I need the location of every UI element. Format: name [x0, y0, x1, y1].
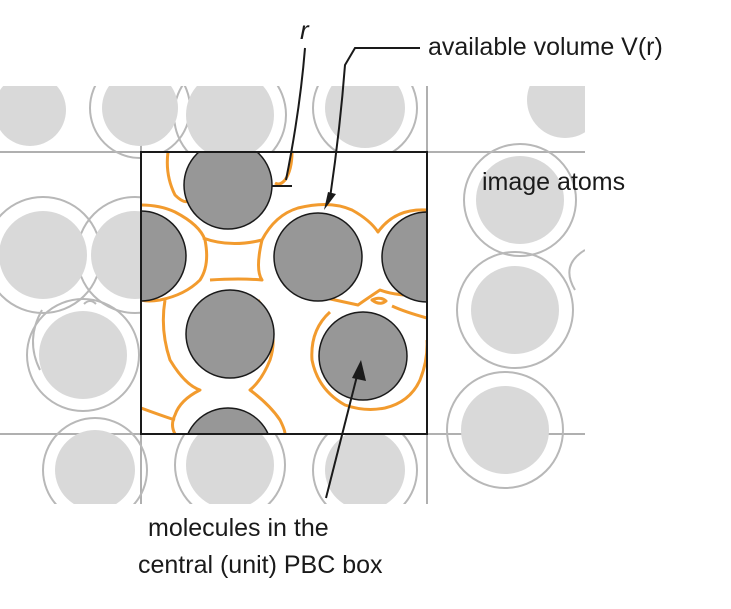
available-volume-label: available volume V(r)	[428, 33, 663, 61]
image-atom	[0, 211, 87, 299]
volume-leader	[329, 47, 420, 199]
central-atom	[187, 407, 269, 434]
image-atom	[461, 386, 549, 474]
central-atom	[381, 211, 427, 303]
image-atom	[39, 311, 127, 399]
r-leader	[285, 47, 306, 181]
image-atom	[55, 430, 135, 504]
central-atom	[183, 152, 273, 230]
image-atom	[325, 430, 405, 504]
image-atom	[476, 156, 564, 244]
annotation-lines	[272, 47, 420, 499]
image-atom	[186, 86, 274, 159]
unit-cell-border	[140, 151, 428, 435]
image-atom	[0, 86, 66, 146]
central-box	[141, 152, 427, 434]
image-atoms-label: image atoms	[482, 168, 626, 196]
central-atom	[273, 212, 363, 302]
image-atom	[186, 421, 274, 504]
image-atom	[471, 266, 559, 354]
central-atoms	[141, 152, 427, 434]
image-atoms	[0, 86, 585, 504]
central-atom	[185, 289, 275, 379]
image-atom	[325, 86, 405, 148]
central-molecules-label-line1: molecules in the	[148, 514, 329, 542]
probe-radius-label: r	[300, 15, 309, 45]
molecule-arrowhead	[352, 360, 366, 381]
image-atom	[102, 86, 178, 146]
molecule-leader	[325, 371, 359, 499]
image-atom	[527, 86, 585, 138]
central-molecules-label-line2: central (unit) PBC box	[138, 551, 383, 579]
volume-arrowhead	[324, 192, 336, 210]
central-atom	[141, 210, 187, 302]
central-atom	[318, 311, 408, 401]
